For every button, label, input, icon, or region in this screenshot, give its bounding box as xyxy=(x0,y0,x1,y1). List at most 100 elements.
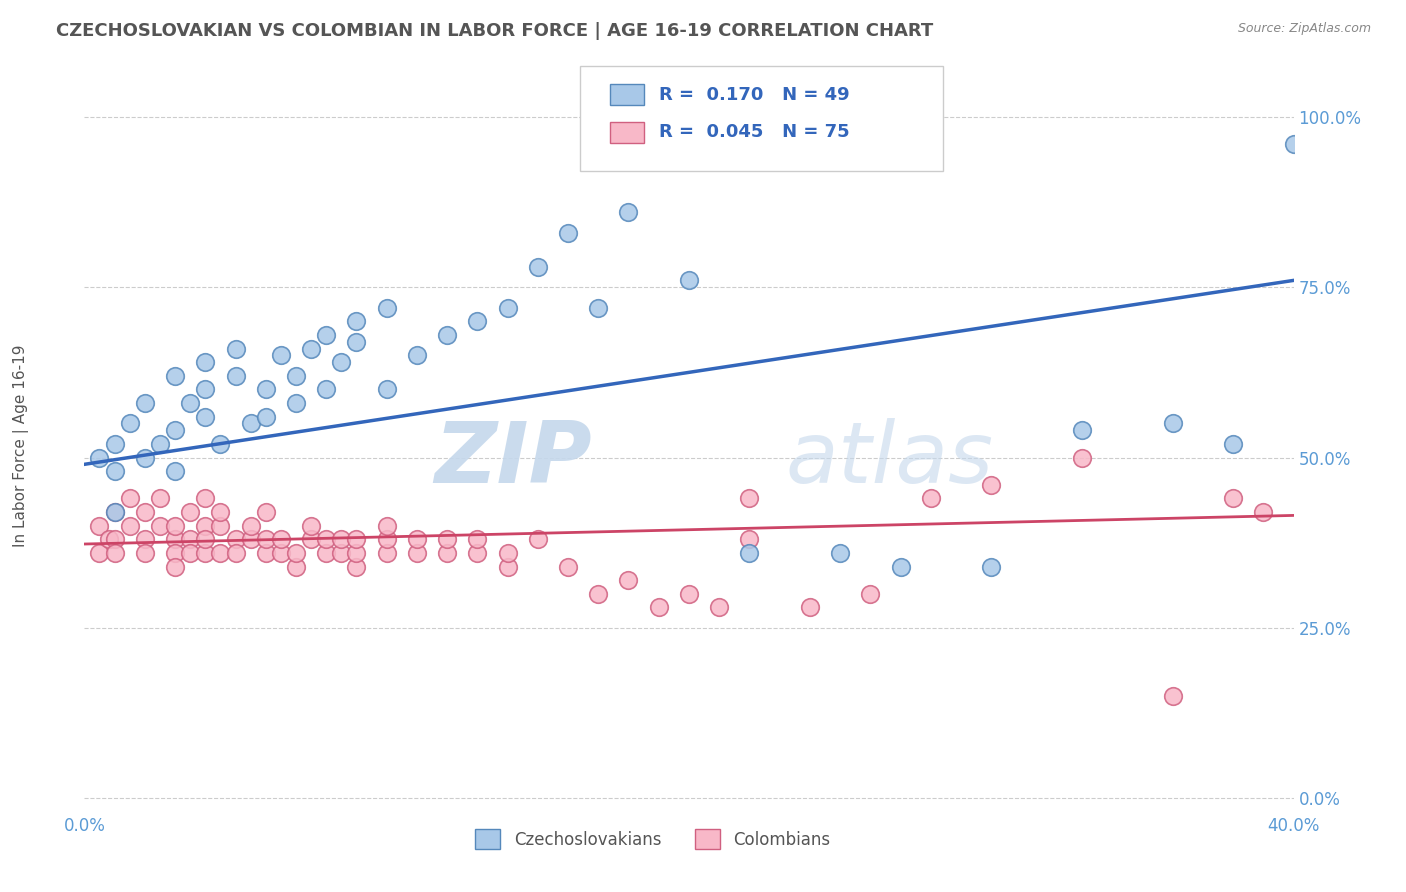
Point xyxy=(149,518,172,533)
Text: atlas: atlas xyxy=(786,418,994,501)
Point xyxy=(709,600,731,615)
Point xyxy=(179,396,201,410)
Point xyxy=(165,559,187,574)
Point xyxy=(209,505,232,519)
Text: In Labor Force | Age 16-19: In Labor Force | Age 16-19 xyxy=(13,344,30,548)
Point xyxy=(1161,689,1184,703)
Point xyxy=(496,559,519,574)
Point xyxy=(830,546,852,560)
Point xyxy=(285,559,308,574)
Point xyxy=(194,383,217,397)
Point xyxy=(406,546,429,560)
Point xyxy=(330,533,353,547)
Point xyxy=(285,546,308,560)
Point xyxy=(406,348,429,362)
Point xyxy=(165,464,187,478)
Point xyxy=(134,396,156,410)
Text: CZECHOSLOVAKIAN VS COLOMBIAN IN LABOR FORCE | AGE 16-19 CORRELATION CHART: CZECHOSLOVAKIAN VS COLOMBIAN IN LABOR FO… xyxy=(56,22,934,40)
Point xyxy=(89,518,111,533)
Point xyxy=(496,301,519,315)
Point xyxy=(346,533,368,547)
Point xyxy=(118,417,141,431)
Point xyxy=(527,533,550,547)
Point xyxy=(97,533,120,547)
Point xyxy=(1282,137,1305,152)
Point xyxy=(285,396,308,410)
Point xyxy=(315,546,337,560)
Point xyxy=(346,559,368,574)
Point xyxy=(165,533,187,547)
Point xyxy=(179,546,201,560)
Point xyxy=(270,533,292,547)
Point xyxy=(89,546,111,560)
Point xyxy=(239,518,262,533)
Point xyxy=(738,533,761,547)
Point xyxy=(194,491,217,506)
Point xyxy=(467,546,489,560)
Point xyxy=(799,600,821,615)
Point xyxy=(330,546,353,560)
Point xyxy=(375,383,398,397)
Point xyxy=(134,505,156,519)
Point xyxy=(980,477,1002,491)
Point xyxy=(225,546,247,560)
Point xyxy=(209,437,232,451)
Point xyxy=(254,383,277,397)
Point xyxy=(239,533,262,547)
Point xyxy=(194,546,217,560)
Point xyxy=(436,533,458,547)
Point xyxy=(134,450,156,465)
Point xyxy=(738,491,761,506)
Point xyxy=(225,533,247,547)
Point xyxy=(165,546,187,560)
Point xyxy=(134,546,156,560)
Point xyxy=(648,600,671,615)
Point xyxy=(859,587,882,601)
Point xyxy=(330,355,353,369)
Text: ZIP: ZIP xyxy=(434,418,592,501)
Point xyxy=(118,491,141,506)
Point xyxy=(194,409,217,424)
FancyBboxPatch shape xyxy=(610,121,644,143)
Point xyxy=(346,546,368,560)
Point xyxy=(557,559,579,574)
Point xyxy=(315,533,337,547)
Point xyxy=(588,587,610,601)
Point xyxy=(617,573,640,587)
Point xyxy=(194,533,217,547)
Point xyxy=(104,505,127,519)
Legend: Czechoslovakians, Colombians: Czechoslovakians, Colombians xyxy=(468,822,837,855)
Point xyxy=(179,505,201,519)
FancyBboxPatch shape xyxy=(581,66,943,171)
Text: Source: ZipAtlas.com: Source: ZipAtlas.com xyxy=(1237,22,1371,36)
Point xyxy=(375,546,398,560)
Point xyxy=(209,546,232,560)
Point xyxy=(104,464,127,478)
Point xyxy=(285,368,308,383)
Point xyxy=(254,505,277,519)
Point xyxy=(588,301,610,315)
Point xyxy=(527,260,550,274)
Point xyxy=(375,533,398,547)
Point xyxy=(254,533,277,547)
FancyBboxPatch shape xyxy=(610,84,644,105)
Point xyxy=(1071,450,1094,465)
Point xyxy=(134,533,156,547)
Point xyxy=(315,327,337,342)
Point xyxy=(149,437,172,451)
Point xyxy=(678,587,700,601)
Point xyxy=(980,559,1002,574)
Point xyxy=(375,518,398,533)
Point xyxy=(1253,505,1275,519)
Point xyxy=(209,518,232,533)
Point xyxy=(496,546,519,560)
Point xyxy=(1071,423,1094,437)
Point xyxy=(467,533,489,547)
Point xyxy=(165,518,187,533)
Text: R =  0.045   N = 75: R = 0.045 N = 75 xyxy=(659,123,849,141)
Point xyxy=(194,518,217,533)
Point xyxy=(225,368,247,383)
Point xyxy=(1222,437,1244,451)
Point xyxy=(299,533,322,547)
Text: R =  0.170   N = 49: R = 0.170 N = 49 xyxy=(659,86,849,103)
